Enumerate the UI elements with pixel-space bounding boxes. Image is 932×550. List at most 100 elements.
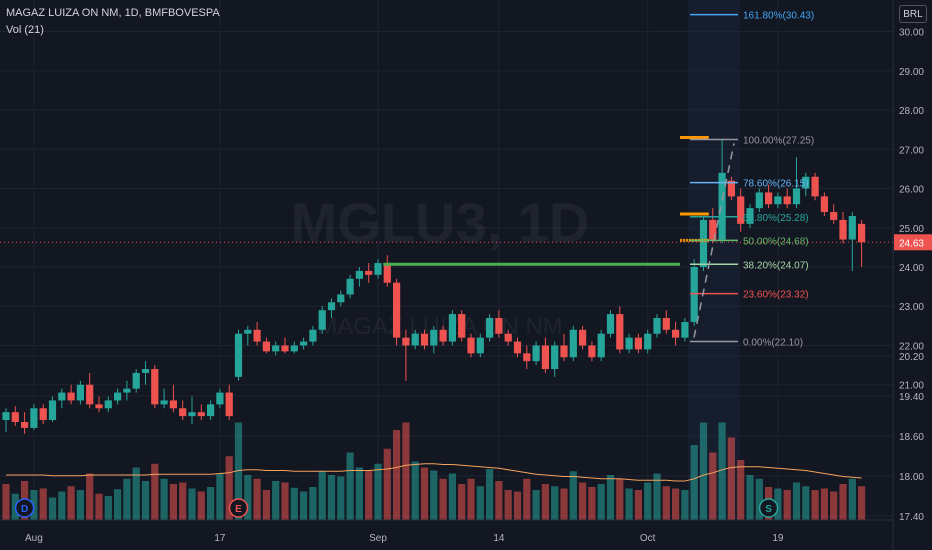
candle-body xyxy=(774,196,782,205)
candle-body xyxy=(30,408,38,428)
candle-body xyxy=(811,176,819,197)
y-tick-label: 28.00 xyxy=(899,106,924,117)
candle-body xyxy=(346,278,354,295)
volume-bar xyxy=(76,490,84,520)
candle-body xyxy=(411,333,419,346)
candle-body xyxy=(579,329,587,346)
candle-body xyxy=(39,408,47,421)
volume-bar xyxy=(179,482,187,520)
volume-bar xyxy=(699,422,708,520)
candle-body xyxy=(495,318,503,334)
candle-series xyxy=(2,139,866,434)
volume-bar xyxy=(346,452,354,520)
y-tick-label: 25.00 xyxy=(899,224,924,235)
event-marker-label: D xyxy=(21,504,28,515)
y-tick-label: 18.60 xyxy=(899,432,924,443)
volume-bar xyxy=(504,490,512,520)
volume-bar xyxy=(830,491,838,520)
volume-bar xyxy=(141,481,150,520)
candle-body xyxy=(76,384,84,401)
volume-series xyxy=(2,422,866,520)
candle-body xyxy=(681,321,689,338)
volume-indicator-label[interactable]: Vol (21) xyxy=(6,24,44,36)
y-tick-label: 30.00 xyxy=(899,28,924,39)
volume-bar xyxy=(644,482,652,520)
volume-bar xyxy=(244,475,252,520)
candle-body xyxy=(355,270,363,279)
volume-bar xyxy=(290,487,298,520)
candle-body xyxy=(430,329,438,346)
volume-bar xyxy=(783,490,791,520)
candle-body xyxy=(504,333,512,342)
volume-bar xyxy=(737,460,745,520)
fib-label: 161.80%(30.43) xyxy=(743,11,814,22)
volume-bar xyxy=(495,481,503,520)
event-marker-label: S xyxy=(765,504,772,515)
candle-body xyxy=(746,208,754,224)
candle-body xyxy=(690,267,698,322)
currency-badge[interactable]: BRL xyxy=(899,5,927,23)
candle-body xyxy=(820,196,828,213)
volume-bar xyxy=(839,484,847,520)
x-tick-label: Aug xyxy=(25,533,43,544)
candle-body xyxy=(327,302,336,311)
volume-bar xyxy=(625,488,633,520)
candle-body xyxy=(448,314,456,342)
symbol-title[interactable]: MAGAZ LUIZA ON NM, 1D, BMFBOVESPA xyxy=(6,7,220,19)
candle-body xyxy=(532,345,540,362)
candle-body xyxy=(67,392,75,401)
fib-trend-line xyxy=(693,143,735,338)
volume-bar xyxy=(337,476,345,520)
candle-body xyxy=(234,333,243,377)
candle-body xyxy=(420,333,429,346)
y-tick-label: 27.00 xyxy=(899,145,924,156)
candle-body xyxy=(802,176,810,189)
candle-body xyxy=(699,219,708,267)
candle-body xyxy=(523,353,531,362)
volume-bar xyxy=(402,422,410,520)
y-tick-label: 26.00 xyxy=(899,185,924,196)
candle-body xyxy=(653,318,661,334)
volume-bar xyxy=(579,482,587,520)
candle-body xyxy=(672,329,680,338)
y-tick-label: 24.00 xyxy=(899,263,924,274)
y-tick-label: 21.00 xyxy=(899,381,924,392)
candle-body xyxy=(169,400,177,409)
volume-bar xyxy=(681,490,689,520)
volume-bar xyxy=(253,478,261,520)
y-tick-label: 22.00 xyxy=(899,341,924,352)
volume-bar xyxy=(2,484,10,520)
candle-body xyxy=(300,341,308,346)
candle-body xyxy=(830,212,838,220)
volume-bar xyxy=(634,490,642,520)
fib-label: 100.00%(27.25) xyxy=(743,135,814,146)
candle-body xyxy=(337,294,345,303)
volume-bar xyxy=(123,478,131,520)
watermark-ticker: MGLU3, 1D xyxy=(291,191,590,254)
volume-bar xyxy=(393,430,401,520)
x-tick-label: 19 xyxy=(772,533,784,544)
volume-bar xyxy=(207,487,215,520)
candle-body xyxy=(616,314,624,350)
candle-body xyxy=(272,345,280,352)
volume-bar xyxy=(355,467,363,520)
candle-body xyxy=(104,400,112,409)
volume-bar xyxy=(86,473,94,520)
candle-body xyxy=(486,318,494,338)
fib-label: 23.60%(23.32) xyxy=(743,290,809,301)
volume-bar xyxy=(690,445,698,520)
candle-body xyxy=(216,392,224,405)
candle-body xyxy=(662,318,670,330)
candle-body xyxy=(551,345,559,370)
candle-body xyxy=(644,333,652,350)
volume-bar xyxy=(216,473,224,520)
volume-ma-line xyxy=(6,463,862,482)
volume-bar xyxy=(262,490,270,520)
fib-label: 50.00%(24.68) xyxy=(743,236,809,247)
fibonacci-extension: 161.80%(30.43) 100.00%(27.25) 78.60%(26.15… xyxy=(690,11,814,349)
candle-body xyxy=(848,215,856,240)
volume-bar xyxy=(811,490,819,520)
volume-bar xyxy=(746,475,754,520)
volume-bar xyxy=(672,488,680,520)
